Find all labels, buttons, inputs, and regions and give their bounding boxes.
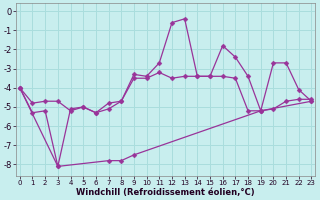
- X-axis label: Windchill (Refroidissement éolien,°C): Windchill (Refroidissement éolien,°C): [76, 188, 255, 197]
